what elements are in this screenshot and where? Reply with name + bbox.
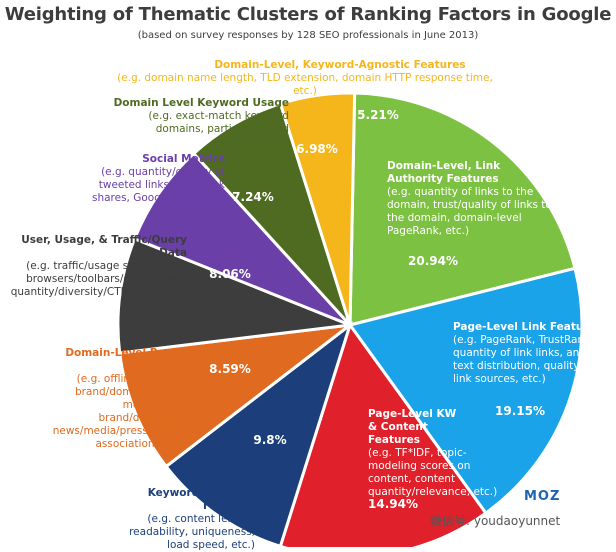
label-desc: (e.g. traffic/usage signals from browser… (10, 260, 187, 311)
label-desc: (e.g. offline usage of brand/domain name… (52, 373, 185, 450)
pct-label: 8.59% (209, 362, 251, 376)
label-desc: (e.g. exact-match keyword domains, parti… (148, 110, 289, 148)
watermark-text: 微信号: youdaoyunnet (430, 514, 561, 528)
label-page-link-features: Page-Level Link Features (e.g. PageRank,… (453, 321, 603, 386)
label-domain-keyword-usage: Domain Level Keyword Usage (e.g. exact-m… (90, 97, 289, 149)
label-title: Domain Level Keyword Usage (113, 97, 289, 109)
pct-label: 19.15% (495, 404, 545, 418)
label-domain-keyword-agnostic: Domain-Level, Keyword-Agnostic Features … (110, 59, 500, 98)
label-title: Social Metrics (142, 153, 225, 165)
pct-label: 7.24% (232, 190, 274, 204)
pie-slice (132, 151, 352, 327)
pie-slice (278, 91, 357, 326)
pct-label: 14.94% (368, 497, 418, 511)
label-page-kw-content: Page-Level KW & Content Features (e.g. T… (368, 408, 500, 499)
pct-label: 9.8% (253, 433, 287, 447)
pie-slice (348, 91, 577, 327)
label-title: Page-Level, Keyword-Agnostic Features (147, 474, 255, 512)
pie-slice (116, 236, 351, 355)
label-title: Domain-Level, Keyword-Agnostic Features (214, 59, 466, 71)
pct-label: 5.21% (357, 108, 399, 122)
label-title: Page-Level Link Features (453, 321, 602, 333)
label-desc: (e.g. quantity/quality of tweeted links,… (91, 166, 225, 204)
moz-logo: MOZ (524, 489, 561, 504)
label-title: User, Usage, & Traffic/Query Data (21, 234, 187, 259)
label-page-keyword-agnostic: Page-Level, Keyword-Agnostic Features (e… (95, 474, 255, 552)
pct-label: 8.06% (209, 267, 251, 281)
pie-slice (347, 266, 584, 516)
label-title: Page-Level KW & Content Features (368, 408, 457, 446)
pie-slice (164, 320, 353, 547)
label-domain-brand: Domain-Level Brand Features (e.g. offlin… (18, 347, 185, 451)
label-social-metrics: Social Metrics (e.g. quantity/quality of… (45, 153, 225, 205)
chart-subtitle: (based on survey responses by 128 SEO pr… (137, 30, 479, 41)
label-title: Domain-Level Brand Features (65, 347, 185, 372)
label-domain-link-authority: Domain-Level, Link Authority Features (e… (387, 160, 577, 238)
chart-title: Weighting of Thematic Clusters of Rankin… (4, 4, 612, 25)
label-desc: (e.g. PageRank, TrustRank, quantity of l… (453, 334, 603, 385)
label-desc: (e.g. domain name length, TLD extension,… (117, 72, 493, 97)
pct-label: 6.98% (296, 142, 338, 156)
pct-label: 20.94% (408, 254, 458, 268)
pie-slice (118, 322, 356, 469)
label-desc: (e.g. content length, readability, uniqu… (129, 513, 255, 551)
label-title: Domain-Level, Link Authority Features (387, 160, 501, 185)
pie-slice (278, 321, 488, 547)
label-desc: (e.g. quantity of links to the domain, t… (387, 186, 552, 237)
label-user-usage-traffic: User, Usage, & Traffic/Query Data (e.g. … (2, 234, 187, 312)
label-desc: (e.g. TF*IDF, topic-modeling scores on c… (368, 447, 498, 498)
